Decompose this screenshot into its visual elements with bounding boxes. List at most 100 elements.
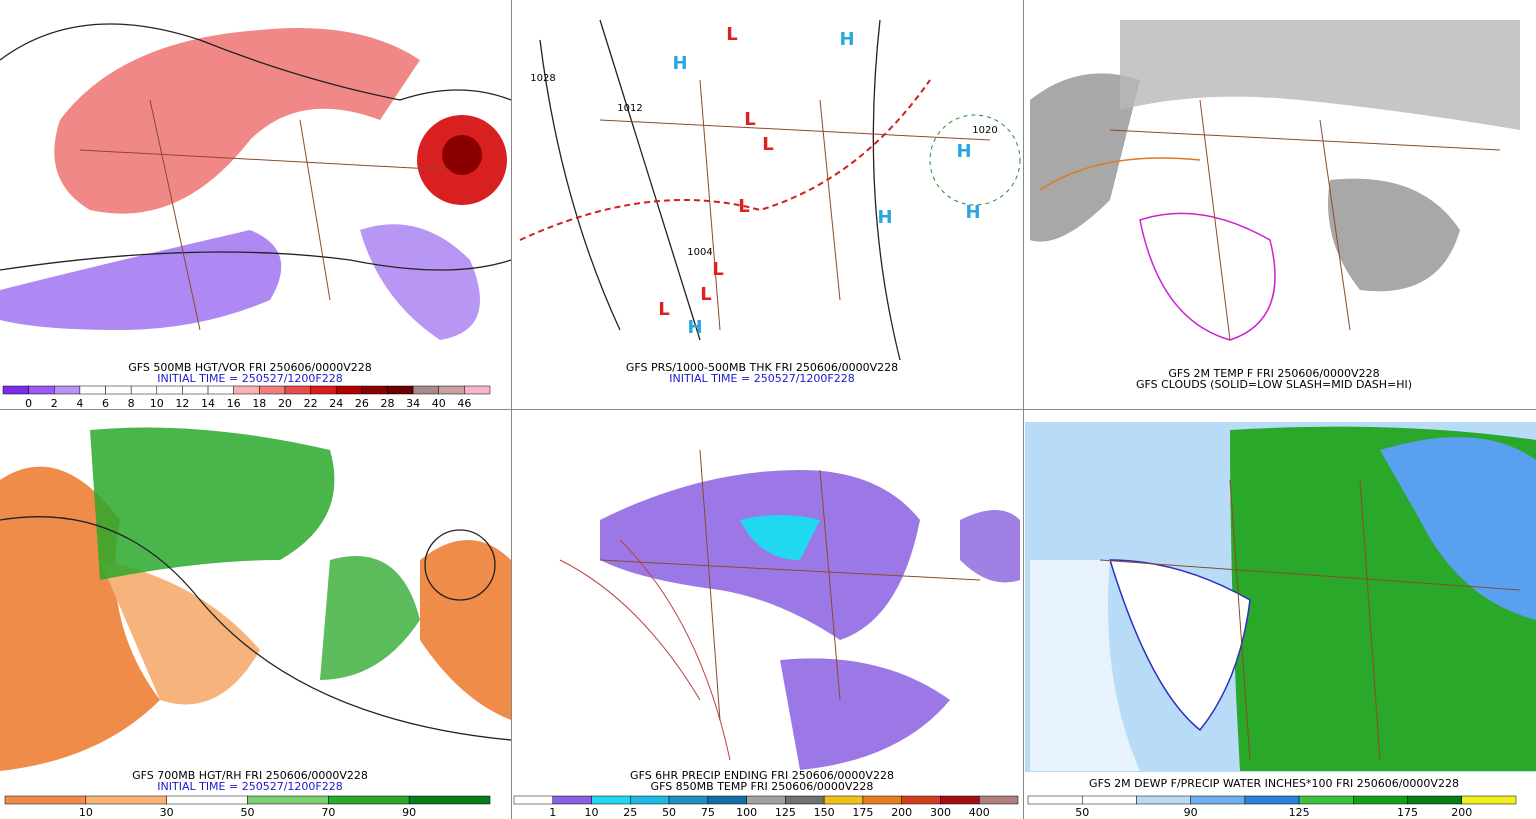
colorbar-label: 75	[701, 806, 715, 819]
colorbar-swatch	[591, 795, 631, 805]
colorbar-label: 125	[1289, 806, 1310, 819]
colorbar-swatch	[28, 385, 55, 395]
colorbar-swatch	[54, 385, 81, 395]
map-label: H	[965, 202, 980, 223]
colorbar-swatch	[182, 385, 209, 395]
colorbar-swatch	[862, 795, 902, 805]
colorbar-label: 10	[150, 397, 164, 410]
colorbar-label: 50	[662, 806, 676, 819]
colorbar-label: 28	[380, 397, 394, 410]
colorbar-label: 175	[1397, 806, 1418, 819]
colorbar-swatch	[1353, 795, 1408, 805]
colorbar-label: 8	[128, 397, 135, 410]
map-label: L	[712, 259, 723, 280]
map-label: 1004	[687, 247, 712, 258]
colorbar-swatch	[284, 385, 311, 395]
colorbar-label: 25	[623, 806, 637, 819]
colorbar-label: 70	[321, 806, 335, 819]
colorbar-label: 40	[432, 397, 446, 410]
map-label: L	[700, 284, 711, 305]
colorbar-label: 200	[891, 806, 912, 819]
colorbar-label: 300	[930, 806, 951, 819]
colorbar-label: 46	[457, 397, 471, 410]
panel-caption: GFS PRS/1000-500MB THK FRI 250606/0000V2…	[626, 361, 898, 374]
colorbar-label: 90	[1184, 806, 1198, 819]
colorbar-swatch	[438, 385, 465, 395]
colorbar-label: 200	[1451, 806, 1472, 819]
colorbar-label: 24	[329, 397, 343, 410]
map-label: 1028	[530, 73, 555, 84]
colorbar-label: 22	[304, 397, 318, 410]
colorbar-label: 6	[102, 397, 109, 410]
panel-caption: GFS 700MB HGT/RH FRI 250606/0000V228	[132, 769, 368, 782]
colorbar-swatch	[1081, 795, 1137, 805]
colorbar-swatch	[1190, 795, 1246, 805]
colorbar-label: 34	[406, 397, 420, 410]
colorbar-label: 1	[549, 806, 556, 819]
colorbar-swatch	[247, 795, 329, 805]
colorbar-swatch	[207, 385, 234, 395]
colorbar-label: 4	[76, 397, 83, 410]
colorbar-swatch	[1136, 795, 1191, 805]
colorbar-label: 26	[355, 397, 369, 410]
colorbar-swatch	[335, 385, 363, 395]
colorbar-swatch	[328, 795, 410, 805]
colorbar-swatch	[130, 385, 158, 395]
colorbar-swatch	[1298, 795, 1354, 805]
colorbar-label: 400	[969, 806, 990, 819]
colorbar-swatch	[259, 385, 286, 395]
panel-caption: INITIAL TIME = 250527/1200F228	[157, 372, 342, 385]
panel-caption: INITIAL TIME = 250527/1200F228	[669, 372, 854, 385]
map-label: L	[762, 134, 773, 155]
map-label: 1012	[617, 103, 642, 114]
colorbar-swatch	[552, 795, 592, 805]
colorbar-swatch	[513, 795, 554, 805]
panel-caption: GFS 2M DEWP F/PRECIP WATER INCHES*100 FR…	[1089, 777, 1459, 790]
panel-caption: GFS 2M TEMP F FRI 250606/0000V228	[1168, 367, 1379, 380]
map-art	[0, 19, 1536, 772]
colorbar-label: 2	[51, 397, 58, 410]
colorbar-label: 90	[402, 806, 416, 819]
colorbar-label: 0	[25, 397, 32, 410]
colorbar-label: 175	[852, 806, 873, 819]
panel-caption: GFS 500MB HGT/VOR FRI 250606/0000V228	[128, 361, 372, 374]
map-label: L	[658, 299, 669, 320]
colorbar-label: 20	[278, 397, 292, 410]
map-label: H	[687, 317, 702, 338]
panel-caption: INITIAL TIME = 250527/1200F228	[157, 780, 342, 793]
colorbar-swatch	[105, 385, 132, 395]
colorbar-label: 10	[79, 806, 93, 819]
panel-caption: GFS 850MB TEMP FRI 250606/0000V228	[651, 780, 874, 793]
colorbar-swatch	[1407, 795, 1463, 805]
colorbar-swatch	[412, 385, 439, 395]
colorbar-swatch	[408, 795, 491, 805]
colorbar-label: 100	[736, 806, 757, 819]
panel-caption: GFS CLOUDS (SOLID=LOW SLASH=MID DASH=HI)	[1136, 378, 1412, 391]
colorbar-label: 125	[775, 806, 796, 819]
colorbar-swatch	[707, 795, 747, 805]
map-label: L	[738, 196, 749, 217]
colorbar-swatch	[668, 795, 709, 805]
colorbar-swatch	[901, 795, 941, 805]
colorbar-swatch	[310, 385, 337, 395]
colorbar-swatch	[785, 795, 825, 805]
colorbar-swatch	[746, 795, 786, 805]
colorbar-swatch	[823, 795, 864, 805]
map-label: H	[877, 207, 892, 228]
panel-caption: GFS 6HR PRECIP ENDING FRI 250606/0000V22…	[630, 769, 894, 782]
colorbar-swatch	[1244, 795, 1300, 805]
colorbar-swatch	[166, 795, 248, 805]
colorbar-swatch	[940, 795, 980, 805]
colorbar-swatch	[1461, 795, 1517, 805]
colorbar-label: 18	[252, 397, 266, 410]
colorbar-label: 50	[241, 806, 255, 819]
colorbar-swatch	[464, 385, 491, 395]
colorbar-swatch	[2, 385, 29, 395]
colorbar-swatch	[1027, 795, 1083, 805]
colorbar-label: 30	[160, 806, 174, 819]
colorbar-swatch	[387, 385, 414, 395]
colorbar-swatch	[233, 385, 260, 395]
colorbar-label: 10	[585, 806, 599, 819]
